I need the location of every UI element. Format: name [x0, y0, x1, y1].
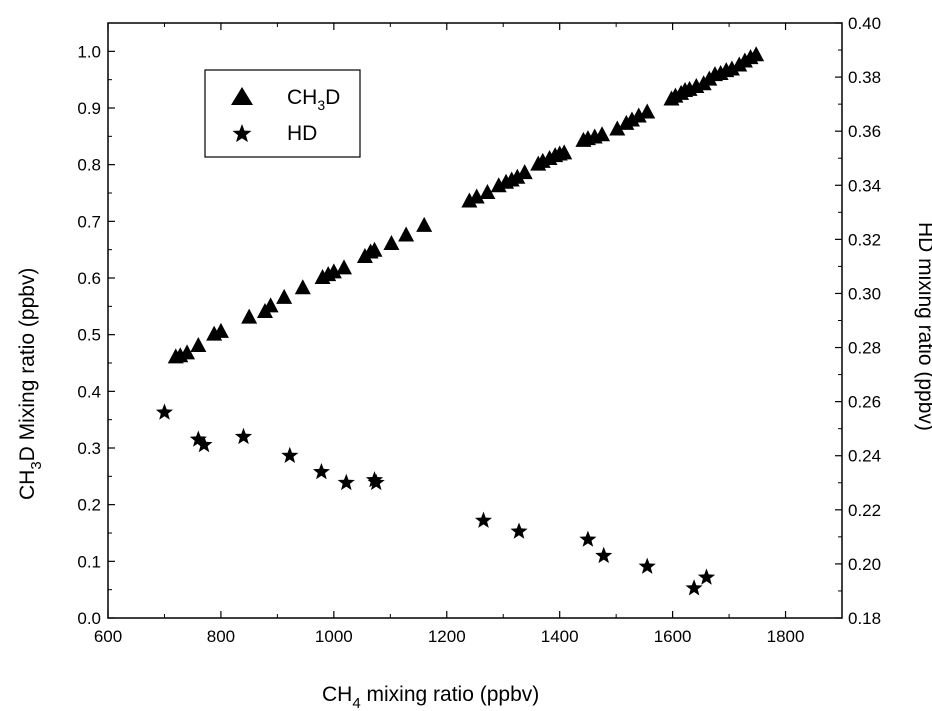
x-tick-label: 1000	[315, 627, 353, 646]
legend-label-ch3d-rest: D	[325, 86, 340, 109]
y-right-tick-label: 0.26	[848, 393, 881, 412]
marks-layer	[155, 46, 765, 596]
x-axis-title-rest: mixing ratio (ppbv)	[361, 683, 540, 706]
ch3d-point	[383, 235, 400, 250]
y-right-tick-label: 0.20	[848, 555, 881, 574]
y-left-tick-label: 0.3	[77, 439, 101, 458]
ch3d-point	[516, 164, 533, 180]
y-left-tick-label: 0.2	[77, 496, 101, 515]
ch3d-point	[723, 60, 740, 76]
ch3d-point	[212, 322, 229, 338]
hd-point	[281, 446, 299, 463]
ch3d-point	[509, 168, 526, 184]
ch3d-point	[461, 192, 478, 208]
ch3d-point	[468, 188, 485, 204]
hd-point	[312, 463, 330, 480]
legend-label-hd: HD	[287, 122, 317, 145]
y-left-tick-label: 0.6	[77, 269, 101, 288]
y-axis-left-title: CH3D Mixing ratio (ppbv)	[16, 268, 45, 500]
y-axis-left-title-rest: D Mixing ratio (ppbv)	[16, 268, 39, 462]
legend-box	[204, 69, 361, 158]
x-tick-label: 1400	[541, 627, 579, 646]
y-right-tick-label: 0.22	[848, 501, 881, 520]
y-left-tick-label: 0.4	[77, 382, 101, 401]
legend-label-ch3d-sub: 3	[317, 97, 325, 113]
ch3d-point	[556, 144, 573, 160]
hd-point	[234, 427, 253, 445]
y-right-tick-label: 0.38	[848, 68, 881, 87]
y-axis-right-title: HD mixing ratio (ppbv)	[914, 222, 932, 431]
x-axis-title-sub: 4	[352, 695, 360, 711]
axes-layer: 600 800 1000 1200 1400 1600 1800 0.0 0.1 0.2 0.3 0.…	[77, 14, 881, 646]
x-tick-label: 800	[207, 627, 235, 646]
y-axis-left-title-sub: 3	[28, 461, 45, 469]
hd-point	[697, 568, 716, 585]
ch3d-point	[366, 241, 383, 257]
hd-point	[155, 403, 173, 420]
x-axis-title: CH4 mixing ratio (ppbv)	[322, 683, 539, 711]
legend-star-icon	[232, 124, 252, 143]
hd-point	[367, 473, 385, 491]
hd-point	[474, 511, 492, 528]
ch3d-point	[623, 111, 640, 127]
y-right-tick-label: 0.40	[848, 14, 881, 33]
hd-point	[595, 546, 613, 564]
ch3d-point	[179, 344, 196, 360]
ch3d-point	[594, 126, 611, 142]
hd-point	[638, 557, 656, 574]
y-right-tick-label: 0.32	[848, 230, 881, 249]
y-right-tick-label: 0.30	[848, 284, 881, 303]
y-left-tick-label: 1.0	[77, 42, 101, 61]
y-left-tick-label: 0.0	[77, 609, 101, 628]
ch3d-point	[262, 297, 279, 313]
ch3d-point	[190, 337, 207, 352]
x-tick-label: 1800	[767, 627, 805, 646]
ch3d-point	[241, 308, 258, 324]
y-right-tick-label: 0.28	[848, 339, 881, 358]
legend-label-ch3d-main: CH	[287, 86, 317, 109]
ch3d-point	[398, 226, 415, 242]
ch3d-point	[748, 46, 765, 62]
hd-point	[337, 473, 355, 491]
ch3d-point	[639, 103, 656, 119]
legend: CH3D HD	[204, 69, 361, 158]
ch3d-point	[630, 107, 647, 123]
y-left-tick-label: 0.9	[77, 99, 101, 118]
hd-point	[510, 522, 528, 539]
x-axis-title-main: CH	[322, 683, 352, 706]
ch3d-point	[325, 263, 342, 279]
y-right-tick-label: 0.34	[848, 176, 881, 195]
y-left-tick-label: 0.7	[77, 212, 101, 231]
y-left-tick-label: 0.5	[77, 326, 101, 345]
hd-point	[195, 435, 213, 453]
ch3d-point	[609, 120, 626, 136]
x-tick-label: 1600	[654, 627, 692, 646]
legend-star-shape	[232, 124, 252, 143]
y-right-tick-label: 0.24	[848, 447, 881, 466]
hd-point	[189, 430, 207, 447]
y-left-tick-label: 0.1	[77, 552, 101, 571]
y-right-tick-label: 0.18	[848, 609, 881, 628]
y-right-tick-label: 0.36	[848, 122, 881, 141]
ch3d-point	[276, 288, 293, 304]
hd-point	[579, 530, 597, 547]
y-left-tick-label: 0.8	[77, 156, 101, 175]
ch3d-point	[416, 216, 433, 232]
hd-point	[685, 579, 703, 596]
legend-triangle-icon	[231, 87, 253, 105]
ch3d-point	[294, 279, 311, 295]
ch3d-point	[336, 259, 353, 275]
x-tick-label: 600	[94, 627, 122, 646]
x-tick-label: 1200	[428, 627, 466, 646]
y-axis-left-title-main: CH	[16, 470, 39, 500]
legend-label-ch3d: CH3D	[287, 86, 340, 113]
ch3d-point	[479, 184, 496, 199]
